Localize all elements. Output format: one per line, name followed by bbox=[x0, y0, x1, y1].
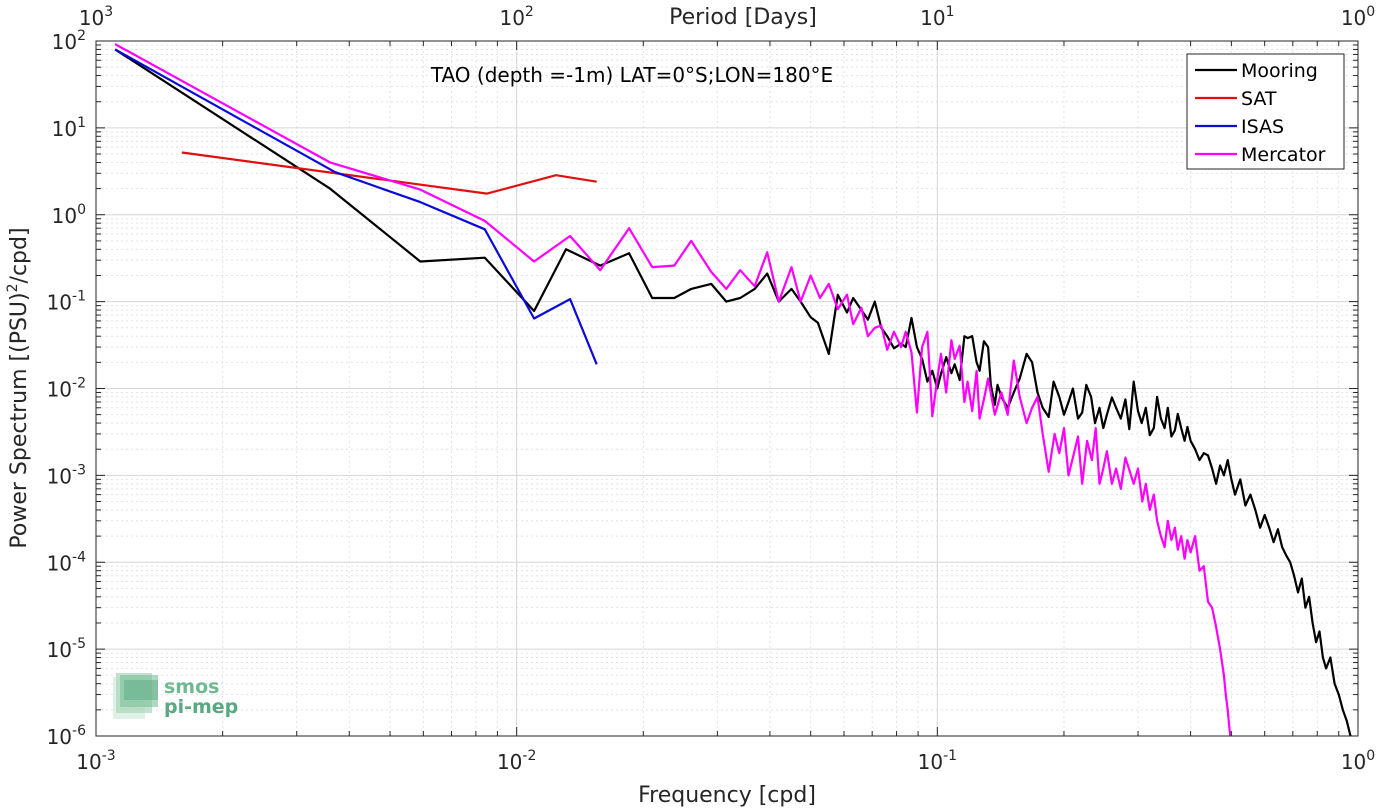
top-axis-label: Period [Days] bbox=[669, 5, 817, 30]
watermark-line2: pi-mep bbox=[164, 696, 238, 718]
legend-box bbox=[1186, 53, 1345, 170]
tick-marks bbox=[95, 40, 1359, 737]
y-tick-label: 100 bbox=[52, 202, 86, 228]
y-tick-label: 10-2 bbox=[47, 376, 86, 402]
y-axis-label: Power Spectrum [(PSU)2/cpd] bbox=[5, 227, 32, 548]
x-tick-label: 10-2 bbox=[497, 748, 536, 774]
x-tick-label: 10-3 bbox=[76, 748, 115, 774]
x-tick-label: 100 bbox=[1341, 748, 1375, 774]
y-tick-label: 102 bbox=[52, 28, 86, 54]
y-tick-label: 101 bbox=[52, 115, 86, 141]
series-layer bbox=[114, 43, 1352, 736]
y-tick-label: 10-5 bbox=[47, 636, 86, 662]
x2-tick-label: 101 bbox=[920, 4, 954, 30]
legend-label-sat: SAT bbox=[1241, 88, 1277, 110]
legend-label-mooring: Mooring bbox=[1241, 60, 1318, 82]
y-tick-label: 10-4 bbox=[47, 549, 87, 575]
x-axis-label: Frequency [cpd] bbox=[638, 783, 816, 808]
x2-tick-label: 100 bbox=[1341, 4, 1375, 30]
y-tick-label: 10-3 bbox=[47, 462, 86, 488]
series-line-mercator bbox=[114, 43, 1232, 736]
watermark-line1: smos bbox=[164, 676, 219, 698]
x-tick-label: 10-1 bbox=[918, 748, 957, 774]
series-line-mooring bbox=[114, 48, 1352, 736]
legend: Mooring SAT ISAS Mercator bbox=[1186, 53, 1345, 170]
series-line-isas bbox=[114, 48, 598, 365]
smos-pi-mep-logo: smos pi-mep bbox=[113, 673, 238, 719]
legend-label-isas: ISAS bbox=[1241, 116, 1284, 138]
x2-tick-label: 102 bbox=[499, 4, 533, 30]
legend-label-mercator: Mercator bbox=[1241, 144, 1326, 166]
x2-tick-label: 103 bbox=[79, 4, 113, 30]
y-tick-label: 10-6 bbox=[47, 723, 87, 749]
y-tick-label: 10-1 bbox=[47, 289, 86, 315]
chart-title: TAO (depth =-1m) LAT=0°S;LON=180°E bbox=[430, 63, 833, 87]
